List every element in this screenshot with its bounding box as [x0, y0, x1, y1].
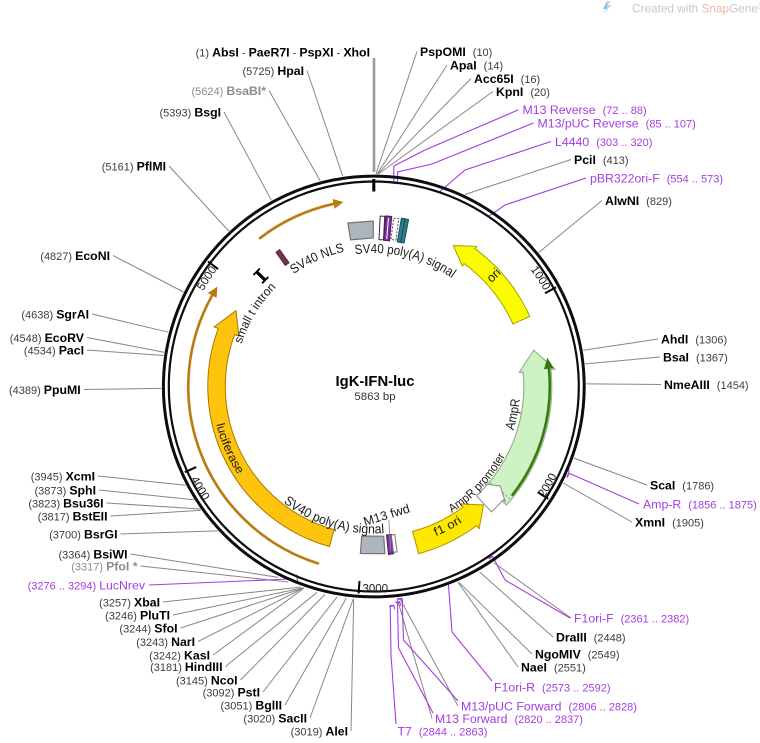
svg-text:F1ori-F(2361 .. 2382): F1ori-F(2361 .. 2382) [574, 611, 689, 625]
svg-text:IgK-IFN-luc: IgK-IFN-luc [336, 374, 415, 390]
svg-text:NaeI(2551): NaeI(2551) [521, 660, 586, 674]
svg-text:Created with SnapGene®: Created with SnapGene® [632, 2, 760, 16]
svg-text:(3244) SfoI: (3244) SfoI [119, 621, 177, 635]
svg-text:Amp-R(1856 .. 1875): Amp-R(1856 .. 1875) [643, 497, 757, 511]
svg-text:(5393) BsgI: (5393) BsgI [159, 105, 221, 119]
svg-text:(3051) BglII: (3051) BglII [220, 698, 282, 712]
svg-text:NgoMIV(2549): NgoMIV(2549) [535, 647, 620, 661]
svg-text:Acc65I(16): Acc65I(16) [474, 72, 540, 86]
svg-text:(3145) NcoI: (3145) NcoI [176, 673, 238, 687]
svg-text:(4638) SgrAI: (4638) SgrAI [21, 307, 89, 321]
svg-text:KpnI(20): KpnI(20) [496, 85, 550, 99]
svg-text:pBR322ori-F(554 .. 573): pBR322ori-F(554 .. 573) [590, 171, 723, 185]
svg-text:(3823) Bsu36I: (3823) Bsu36I [28, 496, 103, 510]
svg-text:L4440(303 .. 320): L4440(303 .. 320) [555, 135, 652, 149]
svg-text:AlwNI(829): AlwNI(829) [605, 194, 672, 208]
svg-text:(3317) PfoI *: (3317) PfoI * [71, 559, 138, 573]
svg-text:(3945) XcmI: (3945) XcmI [31, 469, 95, 483]
svg-text:(1) AbsI - PaeR7I - PspXI - Xh: (1) AbsI - PaeR7I - PspXI - XhoI [196, 45, 370, 59]
svg-text:M13/pUC Reverse(85 .. 107): M13/pUC Reverse(85 .. 107) [538, 116, 696, 130]
svg-text:ApaI(14): ApaI(14) [450, 58, 503, 72]
svg-text:5863 bp: 5863 bp [354, 391, 395, 403]
svg-text:NmeAIII(1454): NmeAIII(1454) [664, 378, 749, 392]
svg-text:BsaI(1367): BsaI(1367) [663, 350, 728, 364]
svg-text:(3246) PluTI: (3246) PluTI [105, 608, 170, 622]
svg-text:(3873) SphI: (3873) SphI [34, 483, 96, 497]
svg-text:(3092) PstI: (3092) PstI [203, 685, 260, 699]
svg-text:3000: 3000 [363, 584, 389, 596]
svg-text:(4389) PpuMI: (4389) PpuMI [9, 383, 81, 397]
svg-text:(3257) XbaI: (3257) XbaI [99, 595, 160, 609]
svg-text:(3700) BsrGI: (3700) BsrGI [49, 527, 117, 541]
svg-text:T7(2844 .. 2863): T7(2844 .. 2863) [398, 724, 488, 738]
svg-text:(4534) PacI: (4534) PacI [24, 343, 84, 357]
svg-text:(3019) AleI: (3019) AleI [291, 724, 348, 738]
svg-text:(3020) SacII: (3020) SacII [243, 711, 307, 725]
svg-text:F1ori-R(2573 .. 2592): F1ori-R(2573 .. 2592) [494, 680, 611, 694]
svg-text:ScaI(1786): ScaI(1786) [650, 478, 714, 492]
svg-text:(4827) EcoNI: (4827) EcoNI [40, 249, 110, 263]
svg-text:PspOMI(10): PspOMI(10) [420, 45, 492, 59]
svg-text:(5624) BsaBI*: (5624) BsaBI* [191, 84, 266, 98]
svg-text:(3817) BstEII: (3817) BstEII [38, 509, 108, 523]
svg-text:(5161) PflMI: (5161) PflMI [102, 159, 166, 173]
svg-text:M13 Reverse(72 .. 88): M13 Reverse(72 .. 88) [523, 103, 647, 117]
svg-text:(5725) HpaI: (5725) HpaI [242, 64, 304, 78]
svg-text:(3181) HindIII: (3181) HindIII [150, 660, 222, 674]
svg-text:(3243) NarI: (3243) NarI [136, 635, 195, 649]
svg-text:(3276 .. 3294) LucNrev: (3276 .. 3294) LucNrev [28, 578, 146, 592]
